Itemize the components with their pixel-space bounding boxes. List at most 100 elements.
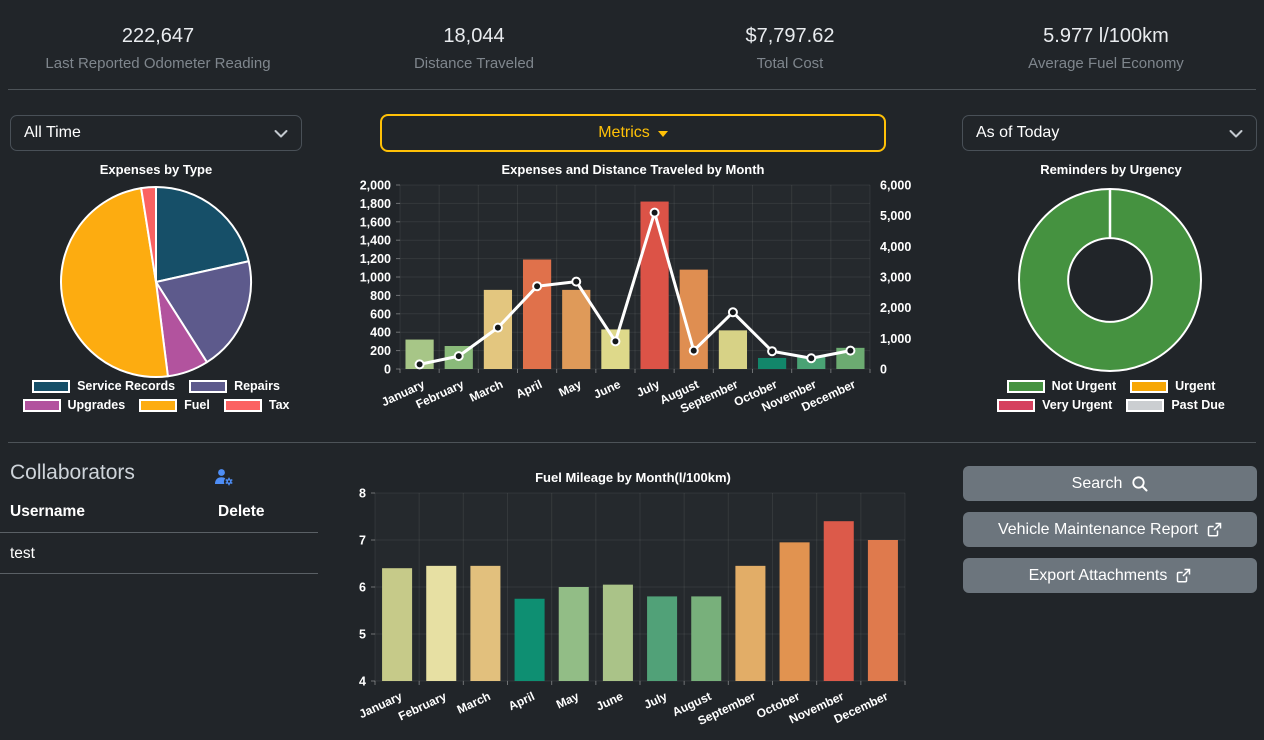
legend-swatch: [139, 398, 178, 412]
svg-text:June: June: [594, 689, 626, 714]
report-button-label: Vehicle Maintenance Report: [997, 520, 1199, 538]
caret-down-icon: [657, 131, 668, 137]
legend-label: Past Due: [1171, 398, 1225, 412]
expenses-distance-title: Expenses and Distance Traveled by Month: [501, 162, 765, 177]
svg-text:4,000: 4,000: [880, 240, 911, 254]
svg-text:1,800: 1,800: [360, 197, 391, 211]
export-button-label: Export Attachments: [1028, 566, 1168, 584]
reminders-donut-chart: [1018, 188, 1202, 372]
total-cost-label: Total Cost: [756, 54, 824, 72]
metrics-button[interactable]: Metrics: [380, 114, 886, 152]
legend-swatch: [997, 398, 1036, 412]
svg-text:April: April: [514, 377, 545, 401]
date-filter-value: As of Today: [976, 124, 1060, 141]
chevron-down-icon: [1229, 129, 1243, 137]
legend-label: Service Records: [77, 379, 176, 393]
svg-text:6,000: 6,000: [880, 179, 911, 193]
person-gear-icon: [215, 469, 233, 486]
vehicle-maintenance-report-button[interactable]: Vehicle Maintenance Report: [963, 512, 1257, 547]
fuel-economy-label: Average Fuel Economy: [1028, 54, 1184, 72]
external-link-icon: [1207, 522, 1222, 537]
collaborator-row: test: [10, 545, 35, 562]
total-cost-value: $7,797.62: [745, 24, 835, 47]
odometer-label: Last Reported Odometer Reading: [45, 54, 271, 72]
svg-text:March: March: [467, 377, 505, 405]
legend-item-past-due[interactable]: Past Due: [1126, 398, 1225, 412]
svg-text:200: 200: [370, 344, 391, 358]
svg-text:3,000: 3,000: [880, 271, 911, 285]
legend-item-urgent[interactable]: Urgent: [1130, 379, 1215, 393]
time-filter-value: All Time: [24, 124, 81, 141]
svg-text:8: 8: [359, 487, 366, 501]
svg-text:February: February: [396, 689, 449, 724]
legend-item-repairs[interactable]: Repairs: [189, 379, 280, 393]
legend-item-upgrades[interactable]: Upgrades: [22, 398, 126, 412]
legend-label: Upgrades: [67, 398, 126, 412]
stats-bar: 222,647 Last Reported Odometer Reading 1…: [0, 0, 1264, 88]
legend-swatch: [1126, 398, 1165, 412]
legend-swatch: [1130, 379, 1169, 393]
fuel-mileage-title: Fuel Mileage by Month(l/100km): [535, 470, 731, 485]
svg-text:1,400: 1,400: [360, 234, 391, 248]
svg-text:0: 0: [384, 363, 391, 377]
distance-label: Distance Traveled: [413, 54, 535, 72]
chevron-down-icon: [274, 129, 288, 137]
export-attachments-button[interactable]: Export Attachments: [963, 558, 1257, 593]
svg-text:7: 7: [359, 534, 366, 548]
legend-label: Urgent: [1175, 379, 1216, 393]
date-filter-select[interactable]: As of Today: [962, 115, 1257, 151]
collaborators-col-delete: Delete: [218, 503, 265, 520]
stat-fuel-economy: 5.977 l/100km Average Fuel Economy: [948, 0, 1264, 88]
svg-text:1,000: 1,000: [360, 271, 391, 285]
svg-text:800: 800: [370, 289, 391, 303]
collaborators-col-username: Username: [10, 503, 85, 520]
expenses-by-type-pie-chart: [60, 186, 252, 378]
svg-text:1,600: 1,600: [360, 215, 391, 229]
legend-label: Tax: [268, 398, 290, 412]
search-button[interactable]: Search: [963, 466, 1257, 501]
metrics-button-label: Metrics: [598, 124, 650, 141]
odometer-value: 222,647: [121, 24, 195, 47]
middle-divider: [8, 442, 1256, 443]
svg-text:400: 400: [370, 326, 391, 340]
svg-text:June: June: [591, 377, 623, 402]
svg-text:600: 600: [370, 307, 391, 321]
svg-text:2,000: 2,000: [880, 301, 911, 315]
table-divider: [0, 532, 318, 533]
search-button-label: Search: [1071, 474, 1123, 492]
add-collaborator-button[interactable]: [214, 468, 234, 489]
fuel-economy-value: 5.977 l/100km: [1043, 24, 1169, 47]
table-divider: [0, 573, 318, 574]
distance-value: 18,044: [443, 24, 505, 47]
stat-odometer: 222,647 Last Reported Odometer Reading: [0, 0, 316, 88]
svg-text:2,000: 2,000: [360, 179, 391, 193]
legend-item-fuel[interactable]: Fuel: [139, 398, 210, 412]
legend-item-service-records[interactable]: Service Records: [32, 379, 175, 393]
legend-item-not-urgent[interactable]: Not Urgent: [1006, 379, 1117, 393]
svg-text:April: April: [506, 689, 537, 713]
legend-label: Fuel: [184, 398, 210, 412]
svg-text:1,000: 1,000: [880, 332, 911, 346]
stat-total-cost: $7,797.62 Total Cost: [632, 0, 948, 88]
svg-text:4: 4: [359, 675, 366, 689]
svg-text:1,200: 1,200: [360, 252, 391, 266]
svg-text:July: July: [642, 689, 670, 712]
expenses-by-type-title: Expenses by Type: [99, 162, 213, 177]
svg-text:5,000: 5,000: [880, 209, 911, 223]
legend-item-very-urgent[interactable]: Very Urgent: [997, 398, 1112, 412]
legend-swatch: [1006, 379, 1045, 393]
legend-swatch: [223, 398, 262, 412]
svg-text:5: 5: [359, 628, 366, 642]
svg-text:March: March: [455, 689, 493, 717]
svg-text:May: May: [556, 377, 583, 400]
expenses-distance-combo-chart: 0 200 400 600 800 1,000 1,200 1,400 1,600 1,800 2,…: [360, 179, 912, 416]
svg-text:0: 0: [880, 363, 887, 377]
legend-label: Repairs: [234, 379, 280, 393]
legend-item-tax[interactable]: Tax: [223, 398, 290, 412]
svg-text:6: 6: [359, 581, 366, 595]
legend-label: Not Urgent: [1051, 379, 1117, 393]
legend-swatch: [189, 379, 228, 393]
time-filter-select[interactable]: All Time: [10, 115, 302, 151]
